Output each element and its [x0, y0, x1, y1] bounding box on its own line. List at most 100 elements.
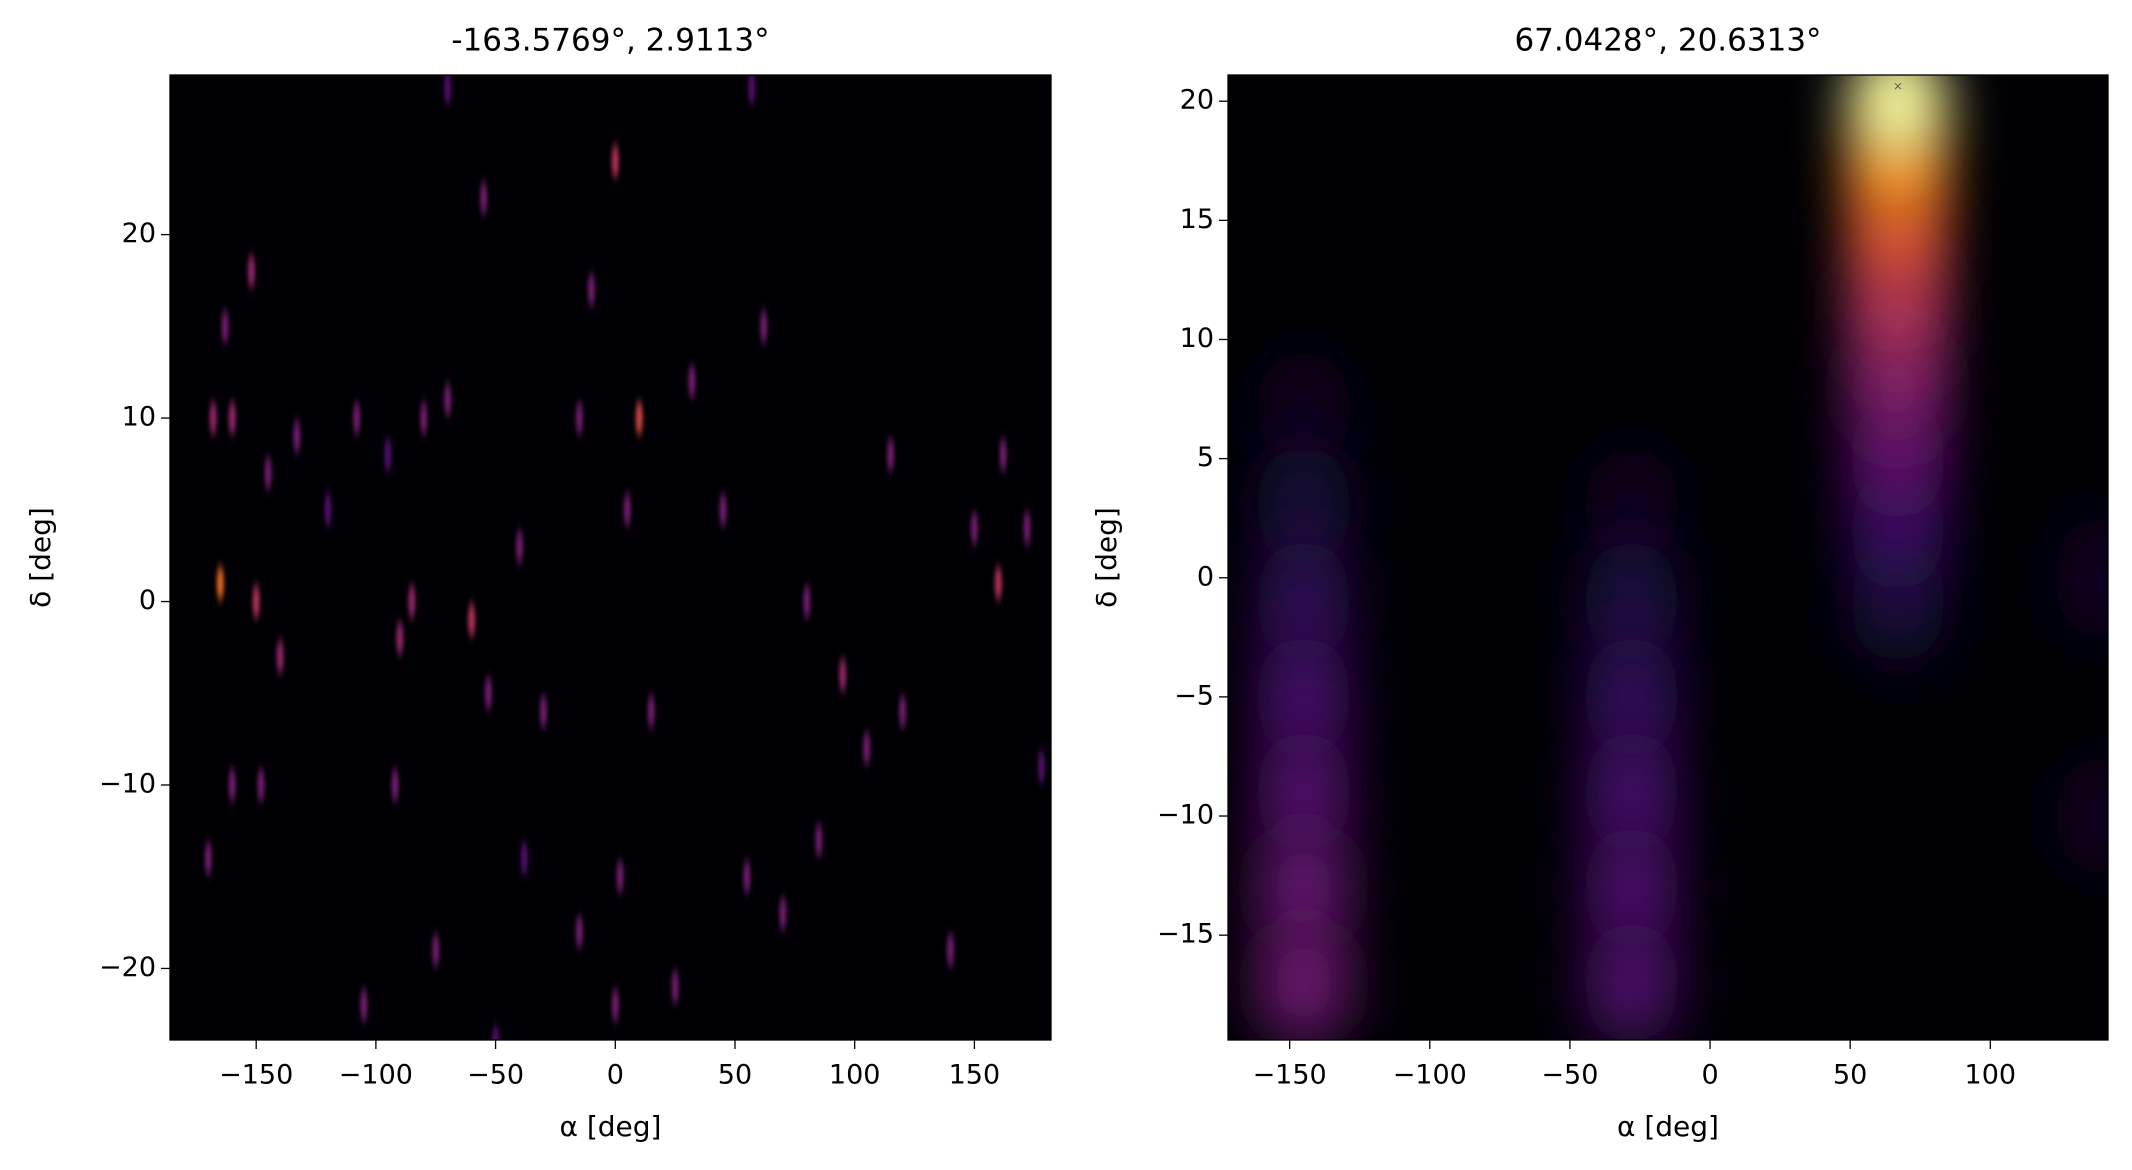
- subplot: −150 −100 −50 0 50 100−15−10−50510152067.0428…: [1090, 23, 2109, 1143]
- heat-blob: [863, 731, 871, 766]
- subplot: −150 −100 −50 0 50 100 150−20−1001020-163.5769…: [24, 23, 1052, 1143]
- y-tick-label: 20: [122, 218, 156, 249]
- heat-blob: [688, 364, 696, 399]
- heat-blob: [209, 401, 217, 436]
- x-tick-label: −150: [219, 1060, 293, 1091]
- heat-blob: [999, 437, 1007, 472]
- x-tick-label: 50: [1833, 1060, 1867, 1091]
- y-axis-label: δ [deg]: [1090, 507, 1123, 608]
- heat-blob: [779, 896, 787, 931]
- x-tick-label: 100: [1965, 1060, 2017, 1091]
- heat-blob: [492, 1024, 500, 1040]
- y-tick-label: 5: [1197, 442, 1214, 473]
- heat-blob: [575, 401, 583, 436]
- heat-blob: [575, 914, 583, 949]
- heat-blob: [252, 584, 260, 619]
- heat-blob: [228, 767, 236, 802]
- heat-blob: [1255, 348, 1352, 473]
- x-tick-label: −100: [339, 1060, 413, 1091]
- heat-blob: [276, 639, 284, 674]
- heat-blob: [1583, 730, 1680, 855]
- heat-blob: [611, 144, 619, 179]
- heat-blob: [2054, 754, 2108, 879]
- x-axis-label: α [deg]: [1617, 1110, 1719, 1143]
- heat-blob: [1037, 749, 1045, 784]
- heat-blob: [1583, 539, 1680, 664]
- heat-blob: [1255, 634, 1352, 759]
- heat-blob: [384, 437, 392, 472]
- heat-blob: [616, 859, 624, 894]
- heat-blob: [611, 988, 619, 1023]
- heat-blob: [1255, 825, 1352, 950]
- heat-blob: [1583, 825, 1680, 950]
- heat-blob: [1583, 444, 1680, 569]
- heat-blob: [1255, 730, 1352, 855]
- x-axis-label: α [deg]: [560, 1110, 662, 1143]
- x-tick-label: −150: [1253, 1060, 1327, 1091]
- heat-blob: [432, 933, 440, 968]
- heat-blob: [946, 933, 954, 968]
- y-tick-label: −20: [99, 952, 156, 983]
- x-tick-label: −100: [1393, 1060, 1467, 1091]
- heat-blob: [539, 694, 547, 729]
- heat-blob: [420, 401, 428, 436]
- heat-blob: [647, 694, 655, 729]
- heat-blob: [247, 254, 255, 289]
- x-tick-label: 0: [1701, 1060, 1718, 1091]
- y-tick-label: −10: [99, 768, 156, 799]
- chart-title: 67.0428°, 20.6313°: [1514, 23, 1821, 59]
- y-tick-label: 10: [122, 402, 156, 433]
- y-tick-label: 0: [1197, 561, 1214, 592]
- heat-blob: [408, 584, 416, 619]
- peak-marker: [1894, 82, 1902, 90]
- heat-blob: [970, 511, 978, 546]
- chart-title: -163.5769°, 2.9113°: [451, 23, 769, 59]
- heat-blob: [484, 676, 492, 711]
- heat-blob: [324, 492, 332, 527]
- heat-blob: [1583, 920, 1680, 1040]
- heat-blob: [994, 566, 1002, 601]
- heat-blob: [2054, 515, 2108, 640]
- x-tick-label: −50: [1541, 1060, 1598, 1091]
- heat-blob: [293, 419, 301, 454]
- heat-blob: [1849, 75, 1946, 164]
- heat-blob: [1255, 444, 1352, 569]
- x-tick-label: 100: [829, 1060, 881, 1091]
- y-tick-label: 15: [1180, 204, 1214, 235]
- heat-blob: [635, 401, 643, 436]
- x-tick-label: 0: [607, 1060, 624, 1091]
- heat-blob: [748, 75, 756, 105]
- heat-blob: [204, 841, 212, 876]
- heat-blob: [1255, 920, 1352, 1040]
- y-tick-label: 10: [1180, 323, 1214, 354]
- heat-blob: [221, 309, 229, 344]
- y-tick-label: −5: [1174, 680, 1214, 711]
- heat-blob: [360, 988, 368, 1023]
- x-tick-label: 150: [949, 1060, 1001, 1091]
- heat-blob: [815, 823, 823, 858]
- y-tick-label: 0: [139, 585, 156, 616]
- heat-blob: [587, 272, 595, 307]
- x-tick-label: 50: [718, 1060, 752, 1091]
- heat-blob: [719, 492, 727, 527]
- heat-blob: [623, 492, 631, 527]
- heat-blob: [760, 309, 768, 344]
- heat-blob: [228, 401, 236, 436]
- y-tick-label: −15: [1157, 919, 1214, 950]
- heat-blob: [520, 841, 528, 876]
- heat-blob: [1583, 634, 1680, 759]
- heat-blob: [1255, 539, 1352, 664]
- heat-blob: [480, 180, 488, 215]
- plot-frame: [169, 74, 1052, 1041]
- heat-blob: [671, 969, 679, 1004]
- heat-blob: [391, 767, 399, 802]
- heat-blob: [839, 657, 847, 692]
- heat-blob: [396, 621, 404, 656]
- y-tick-label: 20: [1180, 85, 1214, 116]
- heat-blob: [353, 401, 361, 436]
- heat-blob: [444, 382, 452, 417]
- plot-background: [170, 75, 1051, 1040]
- y-tick-label: −10: [1157, 800, 1214, 831]
- heat-blob: [803, 584, 811, 619]
